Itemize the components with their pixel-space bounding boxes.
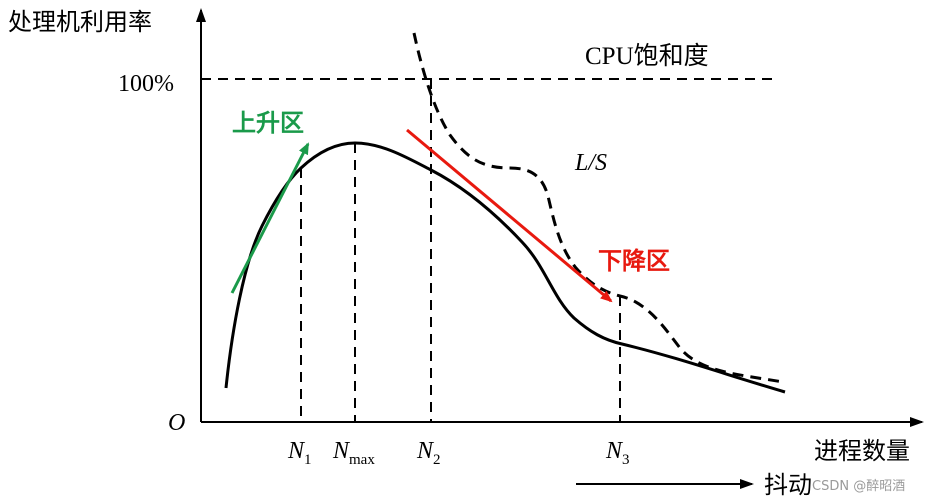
tick-n2: N2 — [416, 438, 441, 468]
fall-arrow — [406, 128, 613, 303]
fall-region-label: 下降区 — [598, 247, 670, 275]
y-tick-100: 100% — [118, 71, 174, 97]
ls-curve-label: L/S — [574, 150, 607, 176]
x-axis-label: 进程数量 — [814, 437, 910, 465]
tick-n3: N3 — [605, 438, 630, 468]
tick-nmax: Nmax — [332, 438, 375, 468]
rise-arrow — [230, 142, 310, 294]
origin-label: O — [168, 410, 185, 436]
utilization-curve — [224, 141, 786, 394]
cpu-saturation-label: CPU饱和度 — [585, 42, 709, 70]
tick-n1: N1 — [287, 438, 312, 468]
thrashing-label: 抖动 — [764, 471, 812, 499]
rise-region-label: 上升区 — [232, 109, 304, 137]
watermark: CSDN @醉昭酒 — [812, 478, 905, 494]
ls-curve — [412, 32, 784, 384]
y-axis-label: 处理机利用率 — [8, 8, 152, 36]
